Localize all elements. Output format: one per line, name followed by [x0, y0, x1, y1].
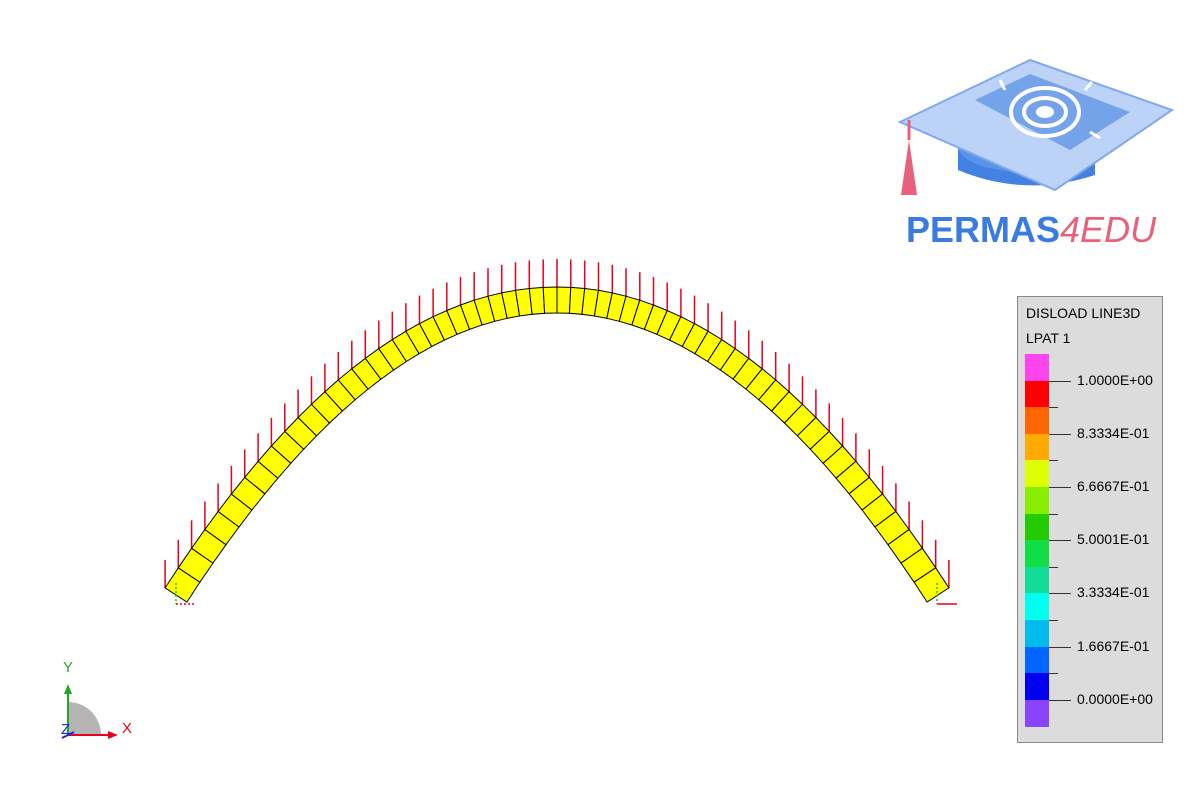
legend-tick-label: 1.0000E+00: [1077, 371, 1153, 388]
legend-color-block: [1025, 380, 1049, 408]
legend-tick: [1049, 540, 1071, 542]
arch-beam-elements: [164, 286, 950, 603]
legend-tick: [1049, 673, 1058, 675]
legend-tick-label: 8.3334E-01: [1077, 424, 1150, 441]
legend-color-block: [1025, 593, 1049, 621]
legend-tick: [1049, 460, 1058, 462]
legend-color-block: [1025, 620, 1049, 648]
legend-color-block: [1025, 699, 1049, 727]
legend-tick-label: 5.0001E-01: [1077, 531, 1150, 548]
legend-tick-label: 3.3334E-01: [1077, 584, 1150, 601]
z-axis-label: Z: [61, 721, 70, 738]
legend-title: DISLOAD LINE3D: [1026, 305, 1141, 321]
legend-tick: [1049, 620, 1058, 621]
beam-element: [556, 286, 572, 314]
x-axis-label: X: [122, 720, 132, 737]
legend-color-block: [1025, 487, 1049, 515]
svg-text:PERMAS4EDU: PERMAS4EDU: [906, 209, 1157, 250]
coordinate-triad: Y X Z: [61, 659, 132, 739]
logo-brand-suffix: 4EDU: [1060, 209, 1157, 250]
legend-color-block: [1025, 566, 1049, 594]
y-axis-label: Y: [63, 659, 73, 676]
legend-subtitle: LPAT 1: [1026, 330, 1071, 346]
legend-color-block: [1025, 354, 1049, 382]
beam-element: [528, 286, 546, 315]
beam-element: [913, 567, 950, 603]
legend-tick-label: 0.0000E+00: [1077, 690, 1153, 707]
legend-tick: [1049, 513, 1058, 515]
permas4edu-logo: PERMAS4EDU: [897, 58, 1175, 250]
legend-tick: [1049, 699, 1071, 701]
legend-color-block: [1025, 407, 1049, 435]
right-support-boundary: [936, 583, 957, 605]
legend-tick: [1049, 380, 1071, 382]
color-legend: DISLOAD LINE3D LPAT 1 1.0000E+00 8.3334E-…: [1017, 296, 1163, 743]
legend-tick-label: 1.6667E-01: [1077, 637, 1150, 654]
legend-color-block: [1025, 540, 1049, 568]
left-support-boundary: [175, 583, 194, 605]
legend-tick: [1049, 433, 1071, 435]
legend-tick: [1049, 593, 1071, 595]
legend-tick: [1049, 487, 1071, 488]
legend-tick: [1049, 566, 1058, 568]
logo-brand-main: PERMAS: [906, 209, 1060, 250]
legend-color-block: [1025, 513, 1049, 541]
legend-color-block: [1025, 646, 1049, 674]
legend-tick-label: 6.6667E-01: [1077, 478, 1150, 494]
legend-tick: [1049, 646, 1071, 648]
beam-element: [542, 286, 558, 314]
distributed-load-arrows: [164, 259, 950, 588]
legend-color-block: [1025, 433, 1049, 461]
legend-tick: [1049, 407, 1058, 409]
legend-color-block: [1025, 673, 1049, 701]
z-axis: [61, 731, 75, 739]
legend-color-block: [1025, 460, 1049, 488]
